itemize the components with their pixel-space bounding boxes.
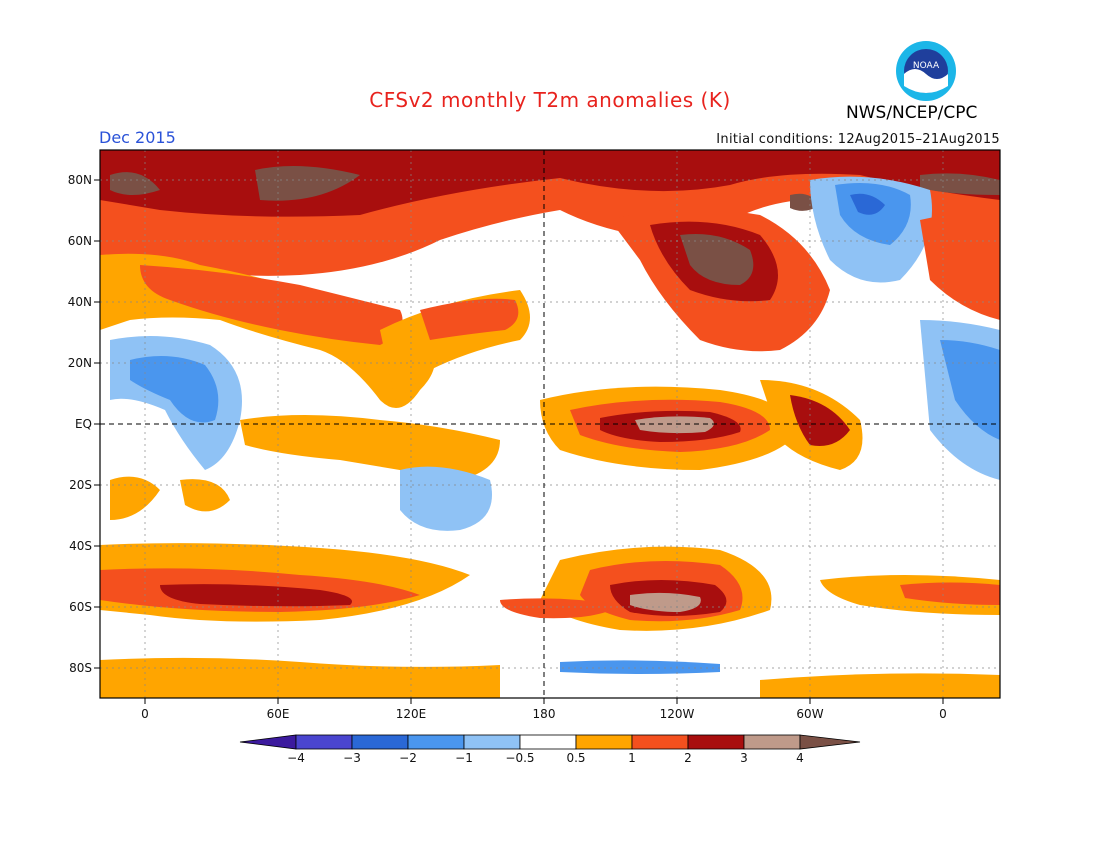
colorbar-arrow-high xyxy=(799,734,861,750)
lon-label: 120E xyxy=(395,707,427,721)
lat-label: 40S xyxy=(69,539,92,553)
colorbar-bin xyxy=(463,734,521,750)
logo-text: NOAA xyxy=(913,61,940,71)
axis-ticks xyxy=(94,179,944,704)
lat-label: 60S xyxy=(69,600,92,614)
colorbar-label: 3 xyxy=(740,751,748,765)
colorbar-bin xyxy=(295,734,353,750)
colorbar-bin xyxy=(407,734,465,750)
colorbar-label: −3 xyxy=(343,751,361,765)
colorbar-bin xyxy=(687,734,745,750)
lat-label: 40N xyxy=(67,295,92,309)
lat-label: 80N xyxy=(67,173,92,187)
colorbar-bin xyxy=(743,734,801,750)
lat-label: 60N xyxy=(67,234,92,248)
lat-label: 20S xyxy=(69,478,92,492)
lat-label: 80S xyxy=(69,661,92,675)
lon-label: 0 xyxy=(141,707,149,721)
lat-label: 20N xyxy=(67,356,92,370)
noaa-logo: NOAA xyxy=(895,40,957,102)
colorbar-label: 4 xyxy=(796,751,804,765)
colorbar-label: −1 xyxy=(455,751,473,765)
lon-label: 60E xyxy=(266,707,290,721)
colorbar-label: −0.5 xyxy=(505,751,535,765)
lon-label: 180 xyxy=(532,707,556,721)
initial-conditions: Initial conditions: 12Aug2015–21Aug2015 xyxy=(716,132,1000,147)
lat-label: EQ xyxy=(74,417,92,431)
agency-label: NWS/NCEP/CPC xyxy=(846,103,978,123)
colorbar-label: 1 xyxy=(628,751,636,765)
colorbar xyxy=(239,734,861,750)
equator-dateline xyxy=(100,150,1000,698)
colorbar-label: 0.5 xyxy=(566,751,586,765)
colorbar-label: −2 xyxy=(399,751,417,765)
valid-month: Dec 2015 xyxy=(99,128,176,147)
chart-title: CFSv2 monthly T2m anomalies (K) xyxy=(369,88,731,112)
lon-label: 0 xyxy=(939,707,947,721)
colorbar-arrow-low xyxy=(239,734,297,750)
lon-label: 60W xyxy=(796,707,824,721)
colorbar-bin xyxy=(519,734,577,750)
colorbar-label: −4 xyxy=(287,751,305,765)
colorbar-bin xyxy=(631,734,689,750)
colorbar-label: 2 xyxy=(684,751,692,765)
graticule xyxy=(100,150,1000,698)
colorbar-bin xyxy=(575,734,633,750)
colorbar-bin xyxy=(351,734,409,750)
lon-label: 120W xyxy=(659,707,695,721)
